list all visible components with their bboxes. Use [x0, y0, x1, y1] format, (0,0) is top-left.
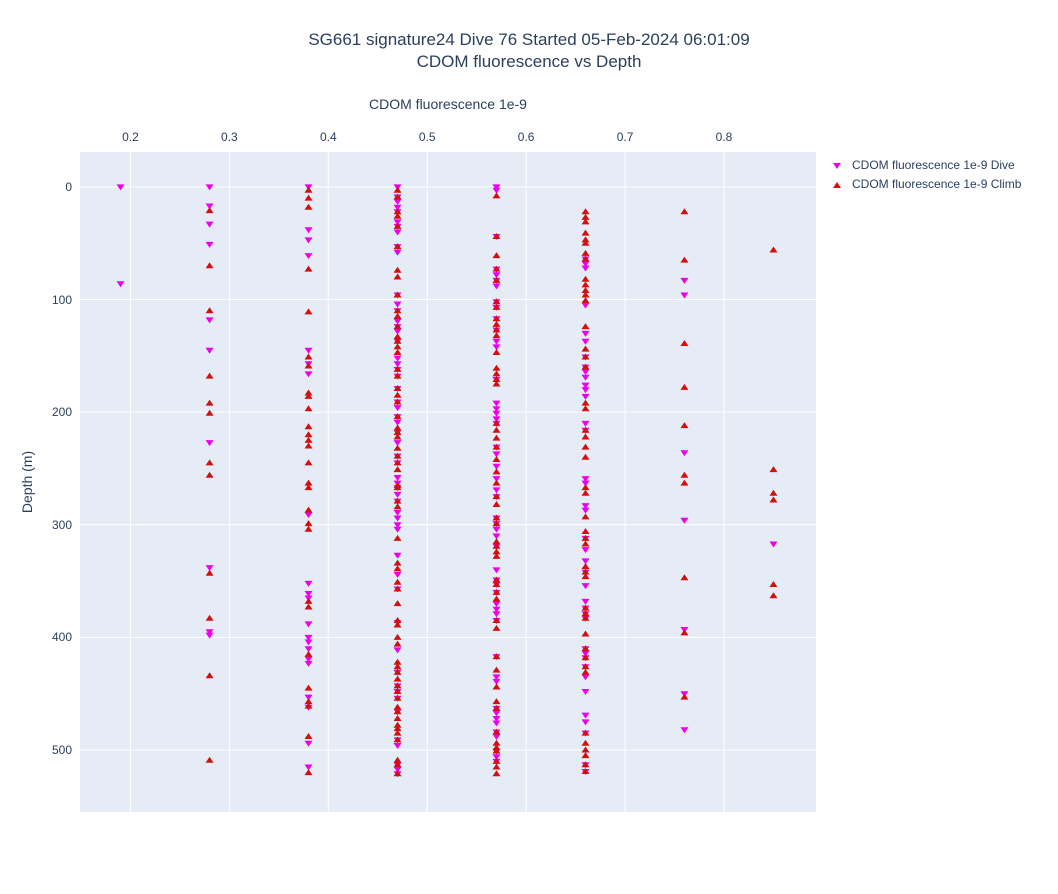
legend-item-climb[interactable]: CDOM fluorescence 1e-9 Climb	[830, 174, 1021, 193]
x-tick-label: 0.8	[715, 130, 733, 144]
series-triangle-down-markers	[116, 184, 778, 778]
chart-title-line1: SG661 signature24 Dive 76 Started 05-Feb…	[308, 30, 750, 49]
y-tick-label: 400	[51, 630, 72, 645]
y-axis-title: Depth (m)	[19, 450, 35, 514]
triangle-up-icon	[833, 181, 841, 188]
legend: CDOM fluorescence 1e-9 Dive CDOM fluoresc…	[830, 155, 1021, 193]
y-tick-label: 0	[65, 179, 72, 194]
legend-item-label: CDOM fluorescence 1e-9 Dive	[852, 157, 1015, 172]
x-tick-label: 0.7	[616, 130, 634, 144]
plot-area[interactable]	[80, 152, 816, 812]
triangle-down-icon	[833, 162, 841, 169]
y-tick-label: 500	[51, 743, 72, 758]
legend-item-dive[interactable]: CDOM fluorescence 1e-9 Dive	[830, 155, 1021, 174]
y-tick-label: 100	[51, 292, 72, 307]
x-tick-label: 0.5	[418, 130, 436, 144]
legend-item-label: CDOM fluorescence 1e-9 Climb	[852, 176, 1022, 191]
x-tick-label: 0.6	[517, 130, 535, 144]
y-tick-label: 200	[51, 405, 72, 420]
x-tick-label: 0.4	[319, 130, 337, 144]
chart-title-line2: CDOM fluorescence vs Depth	[416, 52, 642, 71]
y-tick-label: 300	[51, 517, 72, 532]
series-triangle-up-markers	[205, 186, 778, 777]
chart-title: SG661 signature24 Dive 76 Started 05-Feb…	[0, 29, 1058, 73]
x-axis-title: CDOM fluorescence 1e-9	[369, 96, 527, 112]
x-tick-label: 0.3	[221, 130, 238, 144]
x-tick-label: 0.2	[122, 130, 139, 144]
